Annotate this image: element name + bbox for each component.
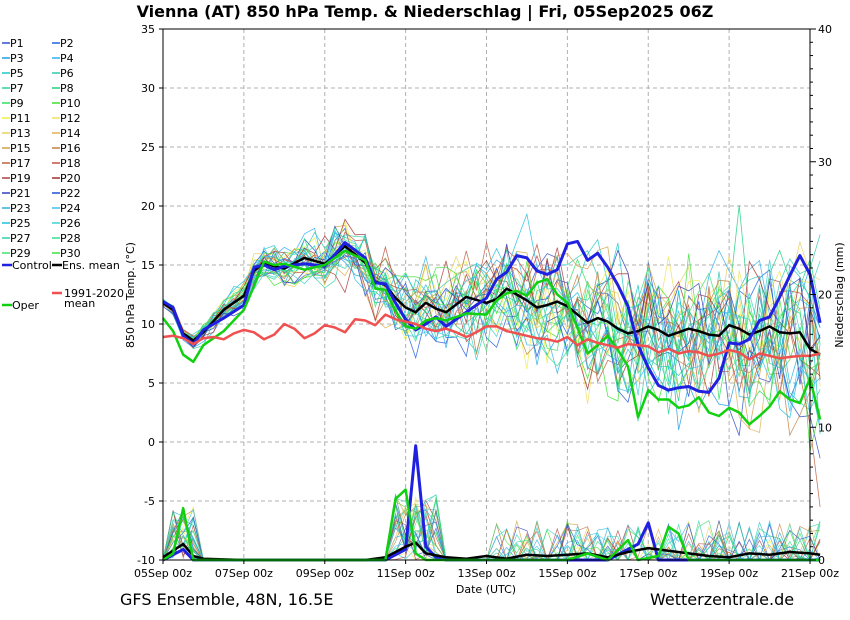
y-tick-label: 20 bbox=[141, 200, 155, 213]
legend-label: P11 bbox=[10, 112, 31, 125]
legend-label: P29 bbox=[10, 247, 31, 260]
y-tick-label: -5 bbox=[144, 495, 155, 508]
y-tick-label: 30 bbox=[141, 82, 155, 95]
legend-label: P16 bbox=[60, 142, 81, 155]
legend-label: P7 bbox=[10, 82, 24, 95]
x-tick-label: 13Sep 00z bbox=[458, 567, 516, 580]
y-axis-label: 850 hPa Temp. (°C) bbox=[124, 242, 137, 348]
series-line-oper-temp bbox=[162, 249, 822, 426]
legend-label: P3 bbox=[10, 52, 24, 65]
legend-label: P4 bbox=[60, 52, 74, 65]
legend-label: Ens. mean bbox=[62, 259, 120, 272]
member-precip-line bbox=[162, 507, 821, 561]
y-tick-label: 25 bbox=[141, 141, 155, 154]
x-tick-label: 05Sep 00z bbox=[134, 567, 192, 580]
site-credit: Wetterzentrale.de bbox=[650, 590, 795, 609]
chart-title: Vienna (AT) 850 hPa Temp. & Niederschlag… bbox=[136, 2, 714, 21]
y2-tick-label: 30 bbox=[818, 156, 832, 169]
legend-label: P19 bbox=[10, 172, 31, 185]
member-line bbox=[162, 244, 821, 396]
y-tick-label: 35 bbox=[141, 23, 155, 36]
legend-label: P1 bbox=[10, 37, 24, 50]
legend-label: P22 bbox=[60, 187, 81, 200]
legend-label: mean bbox=[64, 297, 95, 310]
x-tick-label: 17Sep 00z bbox=[619, 567, 677, 580]
y-tick-label: -10 bbox=[137, 554, 155, 567]
legend-label: P6 bbox=[60, 67, 74, 80]
legend-label: P28 bbox=[60, 232, 81, 245]
model-info: GFS Ensemble, 48N, 16.5E bbox=[120, 590, 334, 609]
legend-label: P10 bbox=[60, 97, 81, 110]
y2-tick-label: 20 bbox=[818, 289, 832, 302]
legend-label: P23 bbox=[10, 202, 31, 215]
x-tick-label: 07Sep 00z bbox=[215, 567, 273, 580]
legend-label: Oper bbox=[12, 299, 39, 312]
y-tick-label: 5 bbox=[148, 377, 155, 390]
legend-label: P21 bbox=[10, 187, 31, 200]
member-precip-line bbox=[162, 505, 821, 561]
y-tick-label: 0 bbox=[148, 436, 155, 449]
legend-label: P15 bbox=[10, 142, 31, 155]
y2-axis-label: Niederschlag (mm) bbox=[833, 242, 846, 347]
legend-label: P8 bbox=[60, 82, 74, 95]
y-tick-label: 15 bbox=[141, 259, 155, 272]
legend-label: P12 bbox=[60, 112, 81, 125]
legend-label: P2 bbox=[60, 37, 74, 50]
legend-label: P17 bbox=[10, 157, 31, 170]
legend-label: P9 bbox=[10, 97, 24, 110]
member-line bbox=[162, 247, 821, 397]
x-tick-label: 15Sep 00z bbox=[538, 567, 596, 580]
x-tick-label: 21Sep 00z bbox=[781, 567, 839, 580]
y2-tick-label: 0 bbox=[818, 554, 825, 567]
member-line bbox=[162, 250, 821, 391]
series-line-1991-2020-mean-temp bbox=[162, 313, 821, 361]
legend-label: P25 bbox=[10, 217, 31, 230]
axes: -10 -5 0 5 10 15 20 25 30 35 0 10 20 30 40 05Sep 00z 07S… bbox=[134, 23, 839, 580]
legend-label: P18 bbox=[60, 157, 81, 170]
member-line bbox=[162, 238, 821, 404]
legend-label: P13 bbox=[10, 127, 31, 140]
x-tick-label: 19Sep 00z bbox=[700, 567, 758, 580]
legend-label: P26 bbox=[60, 217, 81, 230]
x-axis-label: Date (UTC) bbox=[456, 583, 516, 596]
legend-label: 1991-2020 bbox=[64, 287, 124, 300]
y2-tick-label: 10 bbox=[818, 421, 832, 434]
legend-label: P30 bbox=[60, 247, 81, 260]
series-line-control-temp bbox=[162, 239, 822, 394]
legend-label: P24 bbox=[60, 202, 81, 215]
legend-label: P20 bbox=[60, 172, 81, 185]
legend-label: P14 bbox=[60, 127, 81, 140]
legend: P1 P2 P3 P4 P5 P6 P7 P8 P9 P10 P11 P12 P13 P14 P15 P16 P… bbox=[2, 37, 124, 312]
legend-label: Control bbox=[12, 259, 52, 272]
x-tick-label: 11Sep 00z bbox=[377, 567, 435, 580]
legend-label: P27 bbox=[10, 232, 31, 245]
y2-tick-label: 40 bbox=[818, 23, 832, 36]
legend-label: P5 bbox=[10, 67, 24, 80]
x-tick-label: 09Sep 00z bbox=[296, 567, 354, 580]
y-tick-label: 10 bbox=[141, 318, 155, 331]
